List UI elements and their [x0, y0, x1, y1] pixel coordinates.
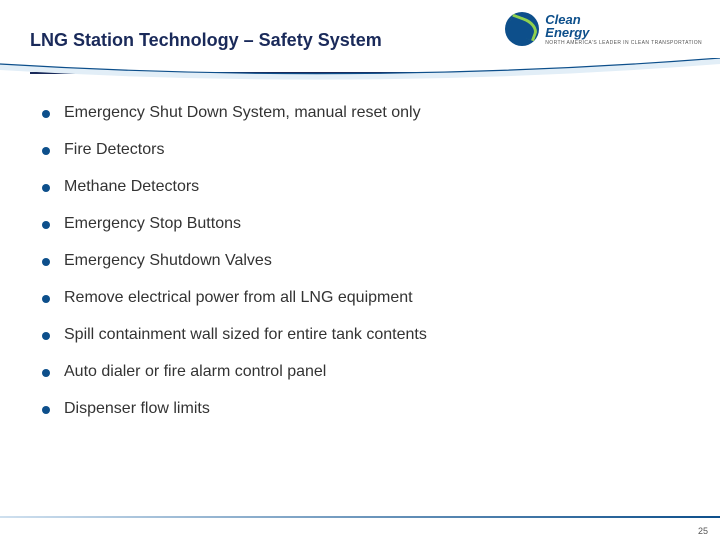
bullet-list: Emergency Shut Down System, manual reset…: [40, 104, 680, 418]
brand-logo: Clean Energy NORTH AMERICA'S LEADER IN C…: [505, 12, 702, 46]
list-item: Emergency Shut Down System, manual reset…: [40, 104, 680, 122]
page-number: 25: [698, 526, 708, 536]
list-item: Fire Detectors: [40, 141, 680, 159]
slide: LNG Station Technology – Safety System C…: [0, 0, 720, 540]
list-item: Emergency Shutdown Valves: [40, 252, 680, 270]
content-area: Emergency Shut Down System, manual reset…: [0, 80, 720, 418]
list-item: Remove electrical power from all LNG equ…: [40, 289, 680, 307]
title-underline: [30, 72, 440, 74]
list-item: Spill containment wall sized for entire …: [40, 326, 680, 344]
list-item: Auto dialer or fire alarm control panel: [40, 363, 680, 381]
logo-text-bottom: Energy: [545, 26, 702, 39]
list-item: Dispenser flow limits: [40, 400, 680, 418]
logo-text-block: Clean Energy NORTH AMERICA'S LEADER IN C…: [545, 13, 702, 46]
logo-text-top: Clean: [545, 13, 702, 26]
logo-tagline: NORTH AMERICA'S LEADER IN CLEAN TRANSPOR…: [545, 40, 702, 46]
list-item: Methane Detectors: [40, 178, 680, 196]
list-item: Emergency Stop Buttons: [40, 215, 680, 233]
footer-divider: [0, 516, 720, 518]
logo-mark-icon: [505, 12, 539, 46]
